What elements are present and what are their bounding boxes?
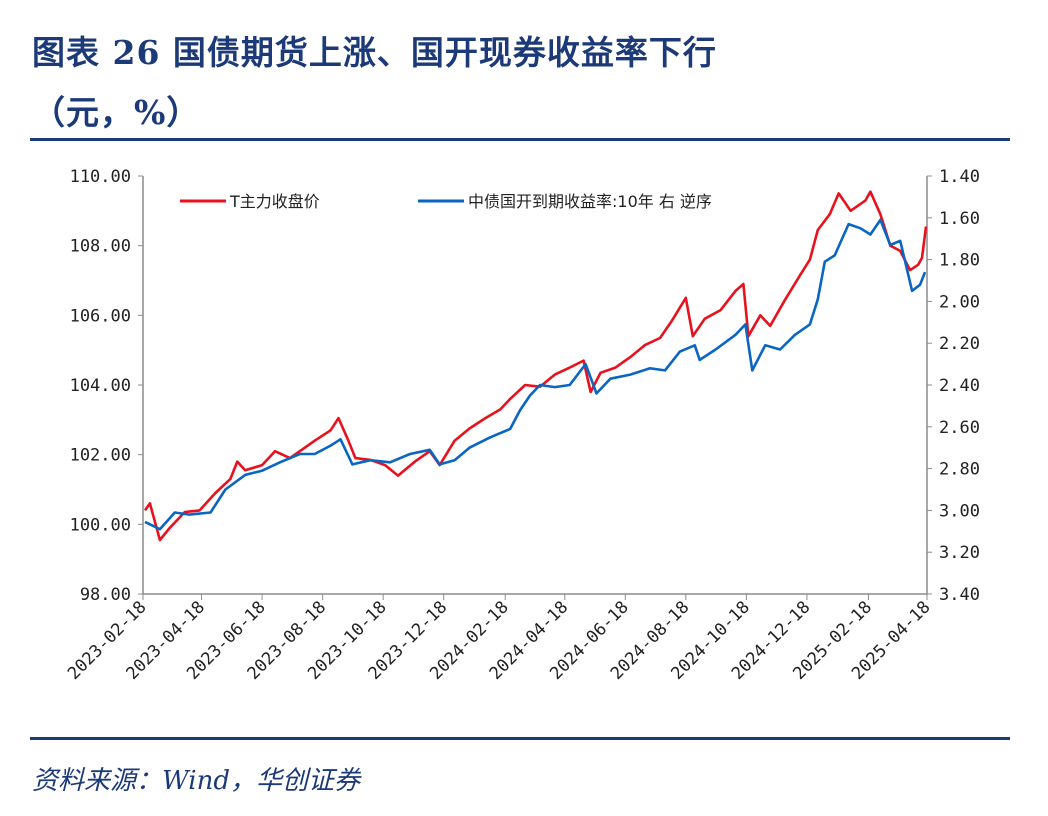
left-tick-label: 98.00 [80,585,131,605]
right-tick-label: 1.60 [939,209,980,229]
right-tick-label: 2.40 [939,376,980,396]
series-line-cdb-yield [144,218,927,531]
left-tick-label: 110.00 [70,167,131,187]
right-tick-label: 1.80 [939,251,980,271]
chart-title-line1: 图表 26 国债期货上涨、国开现券收益率下行 [32,33,717,72]
series-line-t-price [143,190,928,542]
legend-label-t: T主力收盘价 [229,192,320,211]
chart-title-line2: （元，%） [32,93,201,132]
left-tick-label: 100.00 [70,515,131,535]
left-tick-label: 102.00 [70,446,131,466]
left-tick-label: 104.00 [70,376,131,396]
source-note: 资料来源：Wind，华创证券 [32,766,360,796]
right-tick-label: 2.00 [939,292,980,312]
left-tick-label: 106.00 [70,306,131,326]
right-tick-label: 2.20 [939,334,980,354]
right-tick-label: 3.00 [939,501,980,521]
right-tick-label: 3.20 [939,543,980,563]
right-tick-label: 3.40 [939,585,980,605]
series-lines [143,190,928,542]
legend: T主力收盘价 中债国开到期收益率:10年 右 逆序 [180,192,712,211]
axes: 110.00 108.00 106.00 104.00 102.00 100.00 98.0… [64,167,980,684]
top-divider [30,138,1010,141]
bottom-divider [30,737,1010,740]
right-tick-label: 2.60 [939,418,980,438]
right-tick-label: 2.80 [939,460,980,480]
right-tick-label: 1.40 [939,167,980,187]
left-tick-label: 108.00 [70,237,131,257]
legend-label-yield: 中债国开到期收益率:10年 右 逆序 [468,192,712,211]
